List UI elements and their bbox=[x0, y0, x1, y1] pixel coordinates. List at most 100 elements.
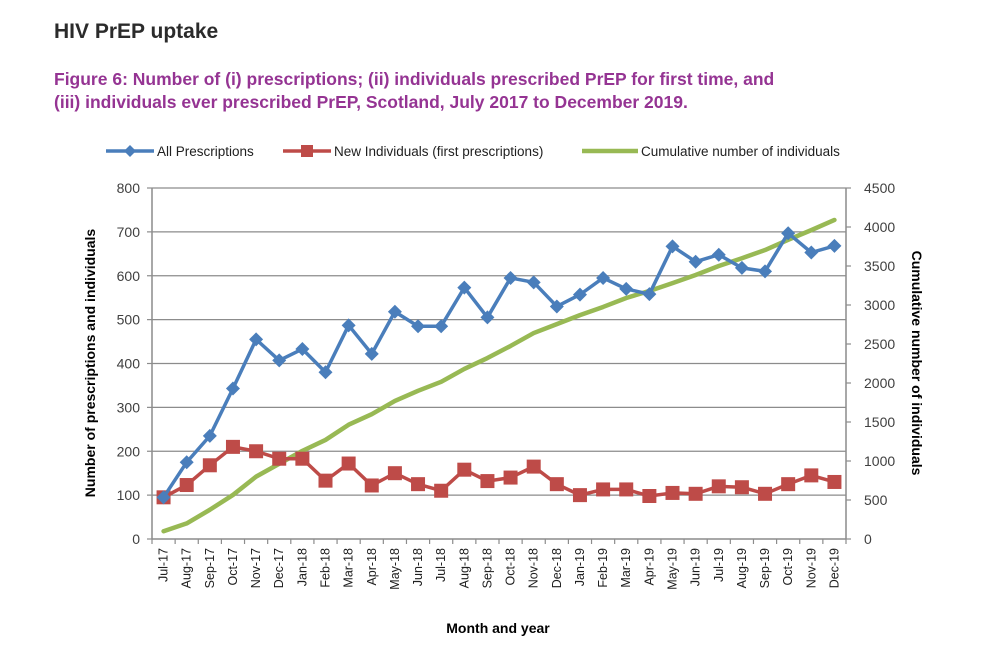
x-tick-label: Nov-17 bbox=[249, 548, 263, 588]
y-tick-label: 300 bbox=[117, 399, 141, 415]
data-point bbox=[758, 264, 773, 279]
data-point bbox=[781, 477, 796, 492]
data-point bbox=[249, 332, 264, 347]
data-point bbox=[711, 479, 726, 494]
x-tick-label: Nov-18 bbox=[527, 548, 541, 588]
data-point bbox=[318, 473, 333, 488]
y2-tick-label: 1000 bbox=[864, 453, 895, 469]
data-point bbox=[480, 474, 495, 489]
data-point bbox=[387, 304, 402, 319]
x-tick-label: Apr-19 bbox=[642, 548, 656, 586]
series-line-cumulative-individuals bbox=[161, 217, 837, 534]
data-point bbox=[596, 482, 611, 497]
series-cumulative-individuals bbox=[161, 217, 837, 534]
data-point bbox=[387, 466, 402, 481]
data-point bbox=[665, 239, 680, 254]
y-axis-label: Number of prescriptions and individuals bbox=[82, 229, 98, 498]
y2-axis-label: Cumulative number of individuals bbox=[909, 251, 925, 476]
x-tick-label: Feb-18 bbox=[319, 548, 333, 588]
legend-marker-diamond bbox=[124, 145, 136, 157]
data-point bbox=[688, 486, 703, 501]
y-tick-label: 500 bbox=[117, 312, 141, 328]
data-point bbox=[295, 342, 310, 357]
y2-tick-label: 0 bbox=[864, 531, 872, 547]
x-tick-label: Jun-18 bbox=[411, 548, 425, 586]
y-tick-label: 200 bbox=[117, 443, 141, 459]
data-point bbox=[341, 456, 356, 471]
legend-item-cumulative-individuals: Cumulative number of individuals bbox=[582, 144, 840, 159]
data-point bbox=[619, 482, 634, 497]
figure-title-line-2: (iii) individuals ever prescribed PrEP, … bbox=[54, 92, 688, 112]
data-point bbox=[526, 275, 541, 290]
x-tick-label: Jan-19 bbox=[573, 548, 587, 586]
data-point bbox=[249, 444, 264, 459]
series bbox=[156, 217, 842, 534]
axes bbox=[147, 187, 851, 544]
data-point bbox=[457, 462, 472, 477]
legend-marker-square bbox=[301, 145, 313, 157]
gridlines bbox=[152, 187, 846, 496]
y-axis-ticks: 0 100 200 300 400 500 600 700 800 bbox=[117, 180, 141, 547]
x-axis-ticks: Jul-17 Aug-17 Sep-17 Oct-17 Nov-17 Dec-17 Jan-… bbox=[157, 548, 842, 590]
data-point bbox=[225, 439, 240, 454]
y-tick-label: 100 bbox=[117, 487, 141, 503]
x-tick-label: Oct-17 bbox=[226, 548, 240, 586]
legend-label: New Individuals (first prescriptions) bbox=[334, 144, 543, 159]
x-tick-label: May-19 bbox=[666, 548, 680, 590]
x-tick-label: Jan-18 bbox=[295, 548, 309, 586]
data-point bbox=[804, 245, 819, 260]
x-tick-label: Feb-19 bbox=[596, 548, 610, 588]
data-point bbox=[572, 488, 587, 503]
y2-tick-label: 500 bbox=[864, 492, 888, 508]
data-point bbox=[526, 459, 541, 474]
data-point bbox=[411, 477, 426, 492]
x-tick-label: Dec-17 bbox=[272, 548, 286, 588]
data-point bbox=[711, 247, 726, 262]
x-tick-label: Mar-18 bbox=[342, 548, 356, 588]
y2-tick-label: 4500 bbox=[864, 180, 895, 196]
x-tick-label: Jul-19 bbox=[712, 548, 726, 582]
x-tick-label: Sep-18 bbox=[480, 548, 494, 588]
x-tick-label: Apr-18 bbox=[365, 548, 379, 586]
y-tick-label: 600 bbox=[117, 268, 141, 284]
data-point bbox=[272, 451, 287, 466]
series-line-all-prescriptions bbox=[161, 231, 837, 500]
data-point bbox=[642, 489, 657, 504]
data-point bbox=[457, 280, 472, 295]
series-new-individuals bbox=[156, 439, 842, 505]
data-point bbox=[734, 260, 749, 275]
data-point bbox=[179, 455, 194, 470]
figure-title: Figure 6: Number of (i) prescriptions; (… bbox=[54, 68, 974, 114]
data-point bbox=[758, 486, 773, 501]
x-tick-label: Mar-19 bbox=[619, 548, 633, 588]
data-point bbox=[642, 287, 657, 302]
x-tick-label: Dec-18 bbox=[550, 548, 564, 588]
data-point bbox=[156, 490, 171, 505]
data-point bbox=[411, 319, 426, 334]
data-point bbox=[688, 254, 703, 269]
x-tick-label: Jun-19 bbox=[689, 548, 703, 586]
data-point bbox=[202, 458, 217, 473]
data-point bbox=[295, 451, 310, 466]
legend-label: All Prescriptions bbox=[157, 144, 254, 159]
data-point bbox=[202, 428, 217, 443]
data-point bbox=[179, 478, 194, 493]
y2-tick-label: 2000 bbox=[864, 375, 895, 391]
x-axis-label: Month and year bbox=[446, 620, 550, 636]
data-point bbox=[503, 470, 518, 485]
x-tick-label: Oct-18 bbox=[504, 548, 518, 586]
section-title: HIV PrEP uptake bbox=[54, 20, 219, 43]
x-tick-label: May-18 bbox=[388, 548, 402, 590]
x-tick-label: Jul-17 bbox=[157, 548, 171, 582]
data-point bbox=[549, 299, 564, 314]
data-point bbox=[364, 478, 379, 493]
data-point bbox=[225, 381, 240, 396]
data-point bbox=[503, 270, 518, 285]
legend: All Prescriptions New Individuals (first … bbox=[106, 144, 840, 159]
y-tick-label: 800 bbox=[117, 180, 141, 196]
y2-axis-ticks: 0 500 1000 1500 2000 2500 3000 3500 4000 4500 bbox=[864, 180, 895, 547]
x-tick-label: Aug-17 bbox=[180, 548, 194, 588]
data-point bbox=[272, 353, 287, 368]
data-point bbox=[619, 281, 634, 296]
